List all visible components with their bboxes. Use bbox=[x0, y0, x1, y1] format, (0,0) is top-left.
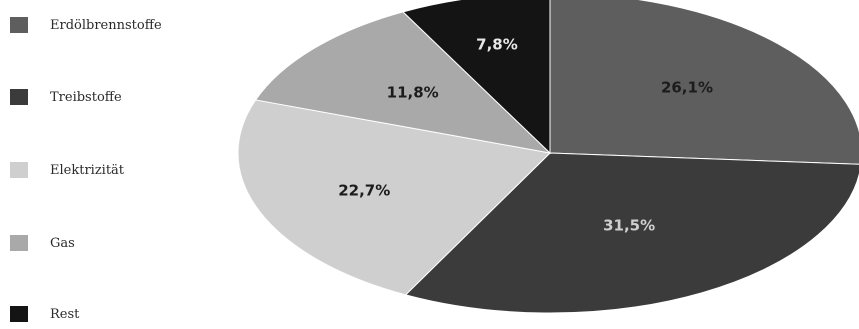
pie-slice-value-label: 11,8% bbox=[387, 84, 439, 102]
pie-slice-value-label: 7,8% bbox=[476, 35, 518, 53]
pie-slice-value-label: 26,1% bbox=[661, 79, 713, 97]
legend-label: Rest bbox=[50, 306, 80, 322]
legend-item-gas: Gas bbox=[10, 231, 75, 255]
legend-swatch bbox=[10, 235, 28, 251]
legend-item-treibstoffe: Treibstoffe bbox=[10, 85, 122, 109]
pie-slice-value-label: 31,5% bbox=[603, 217, 655, 235]
legend-label: Gas bbox=[50, 235, 75, 251]
legend-swatch bbox=[10, 162, 28, 178]
legend-item-elektrizitaet: Elektrizität bbox=[10, 158, 124, 182]
legend-label: Treibstoffe bbox=[50, 89, 122, 105]
pie-slice-value-label: 22,7% bbox=[338, 182, 390, 200]
legend-swatch bbox=[10, 89, 28, 105]
legend-item-erdoelbrennstoffe: Erdölbrennstoffe bbox=[10, 13, 162, 37]
pie-slice-treibstoffe bbox=[404, 152, 859, 314]
pie-slice-rest bbox=[402, 0, 551, 155]
legend-item-rest: Rest bbox=[10, 302, 79, 326]
legend: Erdölbrennstoffe Treibstoffe Elektrizitä… bbox=[0, 0, 220, 329]
legend-label: Erdölbrennstoffe bbox=[50, 17, 162, 33]
legend-label: Elektrizität bbox=[50, 162, 125, 178]
legend-swatch bbox=[10, 17, 28, 33]
pie-slice-gas bbox=[254, 11, 552, 154]
legend-swatch bbox=[10, 306, 28, 322]
pie-slice-elektrizitt bbox=[237, 99, 552, 296]
